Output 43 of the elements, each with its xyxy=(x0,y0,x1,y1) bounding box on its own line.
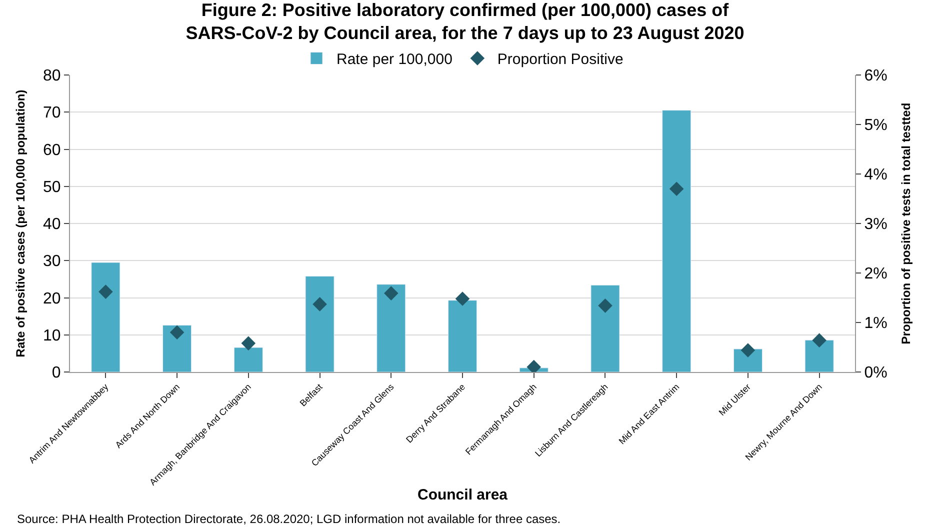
bar xyxy=(305,276,334,372)
point xyxy=(455,292,470,306)
point xyxy=(384,286,398,300)
bar xyxy=(733,348,762,372)
source-note: Source: PHA Health Protection Directorate, 26.08.2020; LGD information not available for three cases. xyxy=(17,512,561,526)
point xyxy=(598,298,612,313)
point xyxy=(312,297,327,312)
bar xyxy=(804,340,834,372)
y-tick-label: 0 xyxy=(52,364,61,382)
bar xyxy=(376,284,406,372)
y-tick-label: 40 xyxy=(43,216,61,234)
point xyxy=(98,284,113,299)
y-tick-label: 20 xyxy=(43,290,61,308)
y-tick-label: 10 xyxy=(43,327,61,344)
bar xyxy=(662,110,692,372)
y2-tick-label: 6% xyxy=(864,68,888,85)
y-tick-label: 30 xyxy=(43,253,61,270)
y-axis-title: Rate of positive cases (per 100,000 population) xyxy=(13,90,28,358)
point xyxy=(170,325,184,340)
bar xyxy=(162,324,192,372)
y-tick-label: 60 xyxy=(43,142,61,159)
chart-title: Figure 2: Positive laboratory confirmed (per 100,000) cases of SARS-CoV-2 by Council area, for the 7 days up to 23 August 2020 xyxy=(186,0,744,44)
y2-tick-label: 5% xyxy=(864,117,888,134)
y-tick-label: 80 xyxy=(43,68,61,85)
bar xyxy=(590,284,620,372)
y2-tick-label: 4% xyxy=(864,166,888,184)
point xyxy=(740,343,756,358)
point xyxy=(812,333,826,348)
point xyxy=(669,182,684,196)
y2-tick-label: 0% xyxy=(864,364,888,382)
y2-tick-label: 2% xyxy=(864,266,888,283)
bar xyxy=(448,300,478,372)
y2-tick-label: 1% xyxy=(864,315,888,332)
bar xyxy=(234,347,263,372)
y2-axis-title: Proportion of positive tests in total testted xyxy=(899,102,914,344)
y-tick-label: 50 xyxy=(43,178,61,196)
legend-label: Proportion Positive xyxy=(497,51,624,68)
bar xyxy=(91,262,120,372)
point xyxy=(241,336,256,350)
legend-label: Rate per 100,000 xyxy=(336,51,452,68)
y2-tick-label: 3% xyxy=(864,216,888,234)
y-tick-label: 70 xyxy=(43,104,61,122)
x-axis-title: Council area xyxy=(417,486,508,504)
